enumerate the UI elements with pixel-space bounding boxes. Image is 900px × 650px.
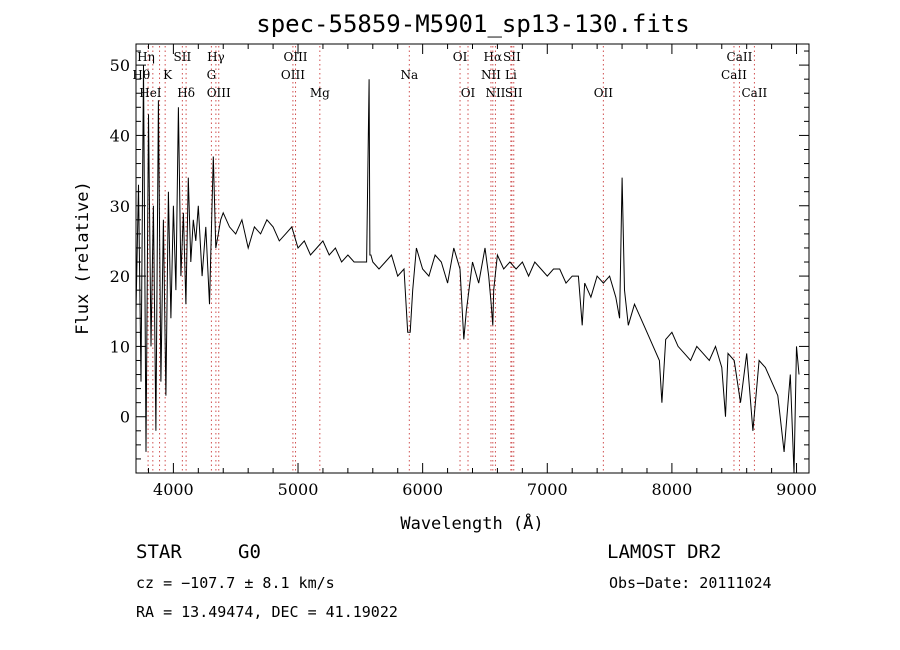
line-marker-label: Mg [310,86,330,100]
line-marker-label: HeI [139,86,162,100]
y-tick-label: 20 [110,267,130,286]
line-marker-label: Hθ [132,68,150,82]
survey-name: LAMOST DR2 [607,541,722,563]
line-marker-label: Hα [484,50,503,64]
line-marker-label: OI [461,86,476,100]
line-marker-label: SII [505,86,523,100]
spectrum-line-0 [135,65,800,474]
y-tick-label: 0 [120,408,130,427]
y-tick-label: 30 [110,197,130,216]
line-marker-label: OII [594,86,614,100]
object-class: STAR [136,541,182,563]
subclass: G0 [238,541,261,563]
line-marker-label: OIII [281,68,305,82]
x-axis-label: Wavelength (Å) [400,512,543,534]
line-marker-label: NII [485,86,505,100]
line-marker-label: CaII [741,86,767,100]
line-marker-label: Na [400,68,418,82]
y-tick-label: 50 [110,56,130,75]
line-marker-label: CaII [727,50,753,64]
axis-ticks: 4000 5000 6000 7000 8000 9000 0 10 20 30 40 50 [110,44,817,499]
line-marker-label: CaII [721,68,747,82]
line-marker-label: SII [174,50,192,64]
line-marker-label: Li [505,68,517,82]
line-marker-label: NII [481,68,501,82]
x-tick-label: 7000 [527,480,568,499]
x-tick-label: 4000 [153,480,194,499]
line-marker-label: OIII [283,50,307,64]
line-marker-label: SII [503,50,521,64]
y-tick-label: 40 [110,126,130,145]
line-marker-label: Hγ [207,50,225,64]
x-tick-label: 9000 [776,480,817,499]
x-tick-label: 6000 [402,480,443,499]
redshift-velocity: cz = −107.7 ± 8.1 km/s [136,574,335,592]
y-tick-label: 10 [110,337,130,356]
line-marker-label: Hη [137,50,155,64]
chart-title: spec-55859-M5901_sp13-130.fits [256,10,689,38]
spectrum-series [135,65,800,474]
line-marker-label: OIII [207,86,231,100]
line-marker-label: OI [453,50,468,64]
observation-date: Obs−Date: 20111024 [609,574,772,592]
x-tick-label: 8000 [652,480,693,499]
line-marker-label: K [163,68,173,82]
line-marker-label: G [207,68,217,82]
plot-frame [135,43,810,474]
x-tick-label: 5000 [278,480,319,499]
coordinates: RA = 13.49474, DEC = 41.19022 [136,603,398,621]
y-axis-label: Flux (relative) [73,181,93,335]
line-marker-label: Hδ [177,86,195,100]
